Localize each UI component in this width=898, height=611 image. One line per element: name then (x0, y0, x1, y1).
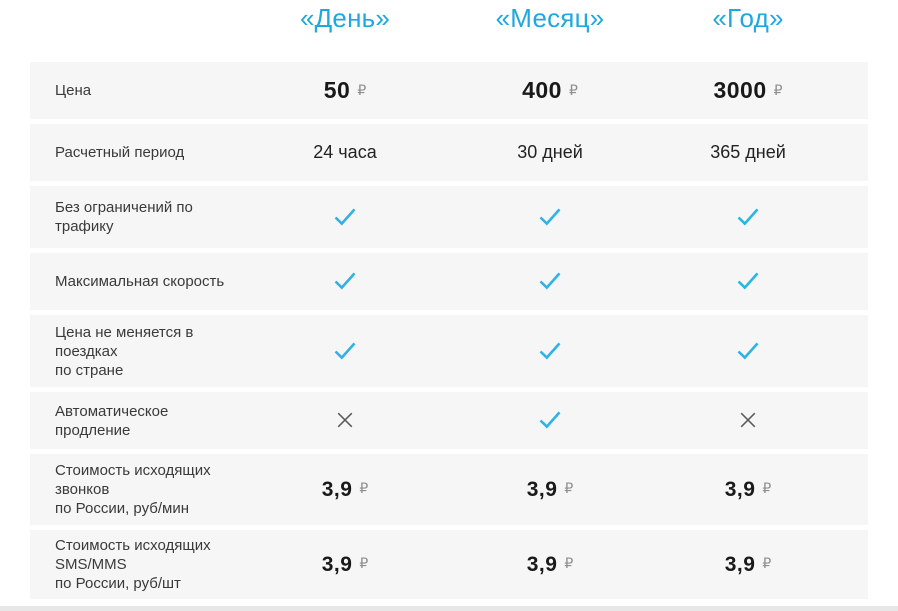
check-icon (539, 208, 561, 226)
check-cell (245, 272, 445, 290)
plan-header-month: «Месяц» (495, 3, 605, 33)
check-cell (245, 342, 445, 360)
price-value: 3,9 ₽ (526, 477, 574, 501)
period-value: 365 дней (710, 142, 786, 162)
ruble-sign: ₽ (359, 555, 369, 572)
table-row-calls-cost: Стоимость исходящих звонков по России, р… (30, 454, 868, 525)
check-icon (737, 208, 759, 226)
ruble-sign: ₽ (564, 480, 574, 497)
check-cell (445, 272, 655, 290)
check-icon (539, 272, 561, 290)
price-value: 50 ₽ (323, 77, 367, 103)
check-icon (737, 272, 759, 290)
check-icon (334, 342, 356, 360)
ruble-sign: ₽ (564, 555, 574, 572)
row-label: Без ограничений по трафику (55, 199, 193, 235)
price-value: 400 ₽ (522, 77, 578, 103)
price-value: 3,9 ₽ (724, 552, 772, 576)
cross-cell (655, 411, 841, 429)
check-icon (539, 411, 561, 429)
plan-header-day: «День» (299, 3, 391, 33)
table-row-period: Расчетный период 24 часа 30 дней 365 дне… (30, 124, 868, 181)
ruble-sign: ₽ (773, 83, 783, 99)
cross-cell (245, 411, 445, 429)
price-value: 3,9 ₽ (321, 552, 369, 576)
check-cell (445, 411, 655, 429)
check-icon (737, 342, 759, 360)
cross-icon (740, 413, 756, 428)
table-row-fixed-price-travel: Цена не меняется в поездках по стране (30, 315, 868, 387)
check-cell (655, 272, 841, 290)
plan-header-year: «Год» (712, 3, 784, 33)
price-value: 3000 ₽ (713, 77, 783, 103)
table-row-auto-renewal: Автоматическое продление (30, 392, 868, 449)
period-value: 24 часа (313, 142, 377, 162)
check-icon (334, 272, 356, 290)
ruble-sign: ₽ (568, 83, 578, 99)
check-cell (655, 208, 841, 226)
cross-icon (337, 413, 353, 428)
ruble-sign: ₽ (357, 83, 367, 99)
table-row-unlimited-traffic: Без ограничений по трафику (30, 186, 868, 248)
ruble-sign: ₽ (762, 555, 772, 572)
check-cell (445, 208, 655, 226)
table-row-sms-cost: Стоимость исходящих SMS/MMS по России, р… (30, 530, 868, 599)
check-cell (245, 208, 445, 226)
row-label: Цена не меняется в поездках по стране (55, 323, 194, 379)
ruble-sign: ₽ (359, 480, 369, 497)
check-icon (539, 342, 561, 360)
ruble-sign: ₽ (762, 480, 772, 497)
row-label: Цена (55, 82, 92, 99)
table-row-max-speed: Максимальная скорость (30, 253, 868, 310)
price-value: 3,9 ₽ (724, 477, 772, 501)
row-label: Стоимость исходящих звонков по России, р… (55, 462, 211, 517)
price-value: 3,9 ₽ (321, 477, 369, 501)
row-label: Автоматическое продление (55, 402, 169, 439)
row-label: Максимальная скорость (55, 273, 225, 290)
period-value: 30 дней (517, 142, 583, 162)
price-value: 3,9 ₽ (526, 552, 574, 576)
row-label: Расчетный период (55, 144, 185, 161)
check-cell (445, 342, 655, 360)
table-header-row: «День» «Месяц» «Год» (30, 0, 868, 62)
check-cell (655, 342, 841, 360)
row-label: Стоимость исходящих SMS/MMS по России, р… (55, 537, 211, 592)
bottom-divider (0, 606, 898, 611)
check-icon (334, 208, 356, 226)
table-row-price: Цена 50 ₽ 400 ₽ 3000 ₽ (30, 62, 868, 119)
